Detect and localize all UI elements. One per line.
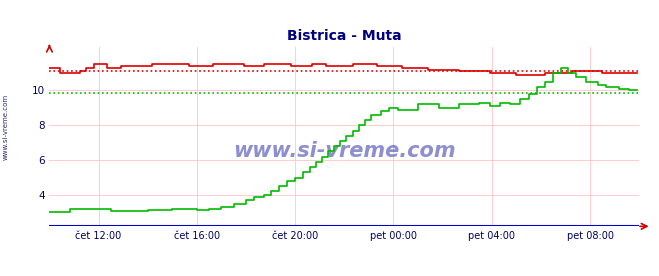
Title: Bistrica - Muta: Bistrica - Muta (287, 29, 401, 43)
Text: www.si-vreme.com: www.si-vreme.com (233, 141, 455, 161)
Text: www.si-vreme.com: www.si-vreme.com (2, 94, 9, 160)
